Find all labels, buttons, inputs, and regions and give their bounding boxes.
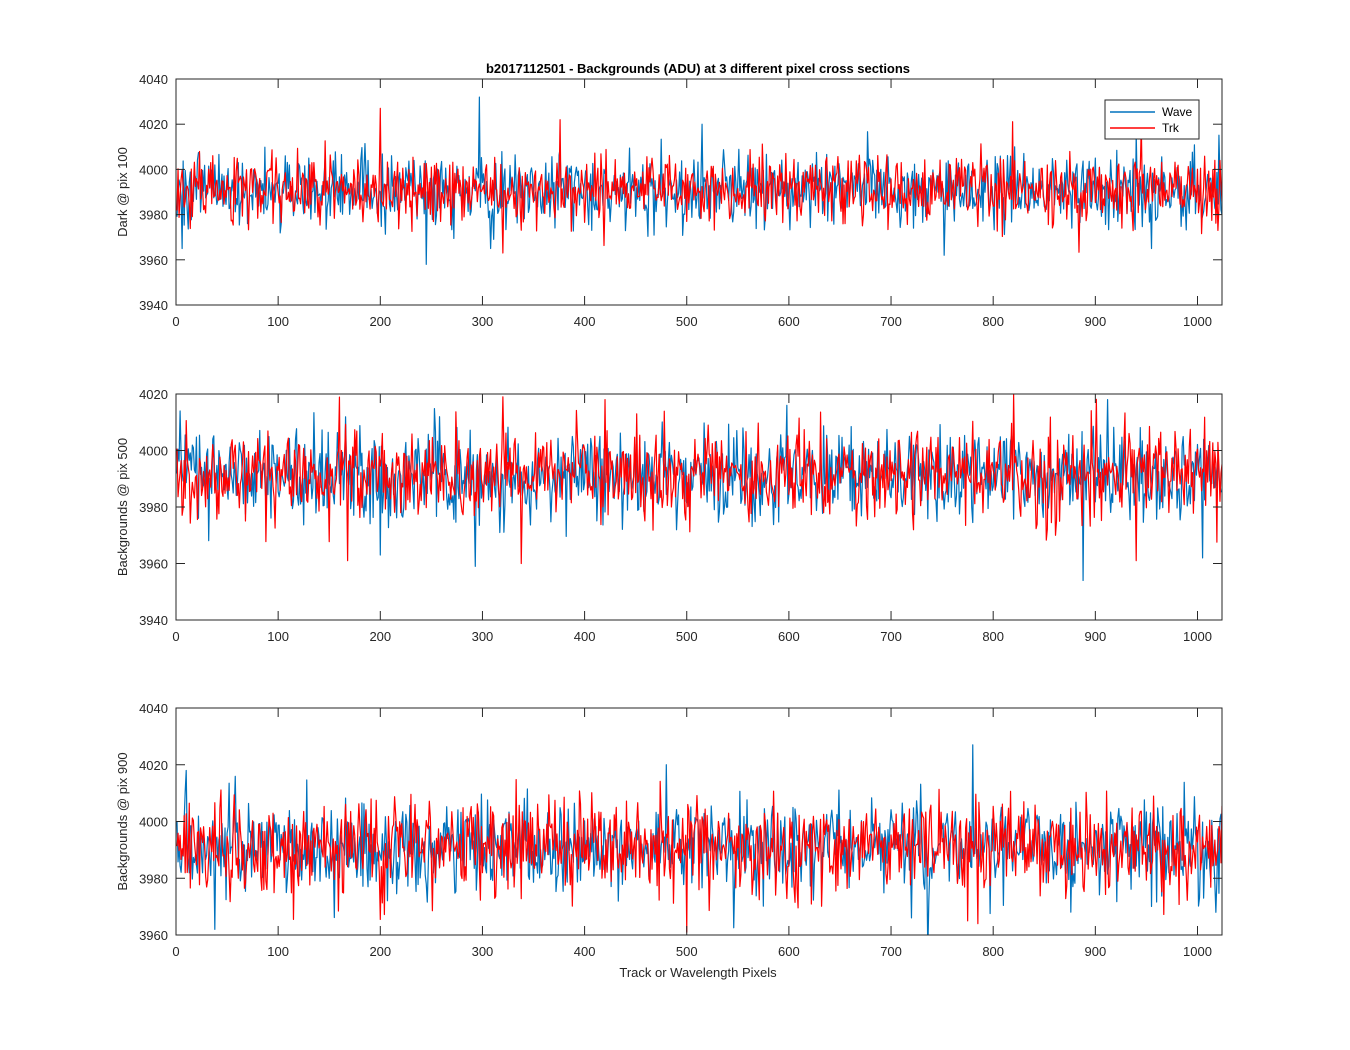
- x-tick-label: 700: [880, 314, 902, 329]
- panel-1: 0 100 200 300 400 500 600 700 800 900 1000 3940 3960…: [115, 72, 1223, 329]
- y-tick-label: 3980: [139, 871, 168, 886]
- x-tick-label: 800: [982, 629, 1004, 644]
- series-group: [176, 96, 1222, 265]
- series-line-trk: [176, 394, 1222, 565]
- x-tick-label: 900: [1084, 944, 1106, 959]
- y-tick-label: 3940: [139, 613, 168, 628]
- x-tick-label: 400: [574, 944, 596, 959]
- plot-area: [175, 707, 1223, 936]
- x-tick-label: 1000: [1183, 629, 1212, 644]
- legend-box: [1104, 99, 1200, 140]
- series-line-trk: [176, 778, 1222, 933]
- x-tick-label: 300: [472, 944, 494, 959]
- x-tick-label: 100: [267, 944, 289, 959]
- x-axis-label: Track or Wavelength Pixels: [619, 965, 777, 980]
- series-group: [176, 394, 1222, 582]
- panel-3: 0 100 200 300 400 500 600 700 800 900 1000 3960 3980…: [115, 701, 1223, 959]
- y-tick-label: 4020: [139, 117, 168, 132]
- y-tick-label: 3980: [139, 500, 168, 515]
- y-tick-label: 4020: [139, 387, 168, 402]
- x-tick-label: 600: [778, 629, 800, 644]
- y-axis-label: Dark @ pix 100: [115, 147, 130, 237]
- series-line-trk: [176, 107, 1222, 254]
- x-tick-label: 100: [267, 314, 289, 329]
- x-tick-label: 1000: [1183, 944, 1212, 959]
- y-tick-label: 3960: [139, 928, 168, 943]
- panel-2: 0 100 200 300 400 500 600 700 800 900 1000 3940 3960…: [115, 387, 1223, 644]
- x-tick-label: 800: [982, 314, 1004, 329]
- x-tick-label: 0: [172, 314, 179, 329]
- y-axis-label: Backgrounds @ pix 900: [115, 752, 130, 890]
- x-tick-label: 400: [574, 629, 596, 644]
- y-tick-label: 4000: [139, 444, 168, 459]
- x-tick-label: 700: [880, 944, 902, 959]
- series-group: [176, 744, 1222, 935]
- x-tick-label: 300: [472, 629, 494, 644]
- x-tick-label: 500: [676, 314, 698, 329]
- x-tick-label: 300: [472, 314, 494, 329]
- y-tick-label: 3960: [139, 253, 168, 268]
- y-tick-label: 4040: [139, 701, 168, 716]
- legend-label-wave: Wave: [1162, 105, 1193, 119]
- y-tick-label: 4040: [139, 72, 168, 87]
- y-axis-label: Backgrounds @ pix 500: [115, 438, 130, 576]
- x-tick-label: 600: [778, 944, 800, 959]
- x-tick-label: 700: [880, 629, 902, 644]
- y-tick-label: 4000: [139, 815, 168, 830]
- x-tick-label: 600: [778, 314, 800, 329]
- x-tick-label: 400: [574, 314, 596, 329]
- chart-title: b2017112501 - Backgrounds (ADU) at 3 dif…: [486, 61, 910, 76]
- panels-group: 0 100 200 300 400 500 600 700 800 900 100039403960…: [115, 72, 1223, 959]
- x-tick-label: 900: [1084, 629, 1106, 644]
- x-tick-label: 200: [369, 314, 391, 329]
- x-tick-label: 900: [1084, 314, 1106, 329]
- y-tick-label: 3940: [139, 298, 168, 313]
- x-tick-label: 0: [172, 944, 179, 959]
- x-tick-label: 200: [369, 629, 391, 644]
- y-tick-label: 3960: [139, 557, 168, 572]
- x-tick-label: 1000: [1183, 314, 1212, 329]
- y-tick-label: 4000: [139, 162, 168, 177]
- x-tick-label: 100: [267, 629, 289, 644]
- x-tick-label: 200: [369, 944, 391, 959]
- legend-label-trk: Trk: [1162, 121, 1180, 135]
- x-tick-label: 800: [982, 944, 1004, 959]
- y-tick-label: 4020: [139, 758, 168, 773]
- y-tick-label: 3980: [139, 208, 168, 223]
- legend: Wave Trk: [1104, 99, 1200, 140]
- x-tick-label: 500: [676, 629, 698, 644]
- plot-area: [175, 393, 1223, 621]
- x-tick-label: 500: [676, 944, 698, 959]
- x-tick-label: 0: [172, 629, 179, 644]
- plot-frame: [175, 78, 1223, 306]
